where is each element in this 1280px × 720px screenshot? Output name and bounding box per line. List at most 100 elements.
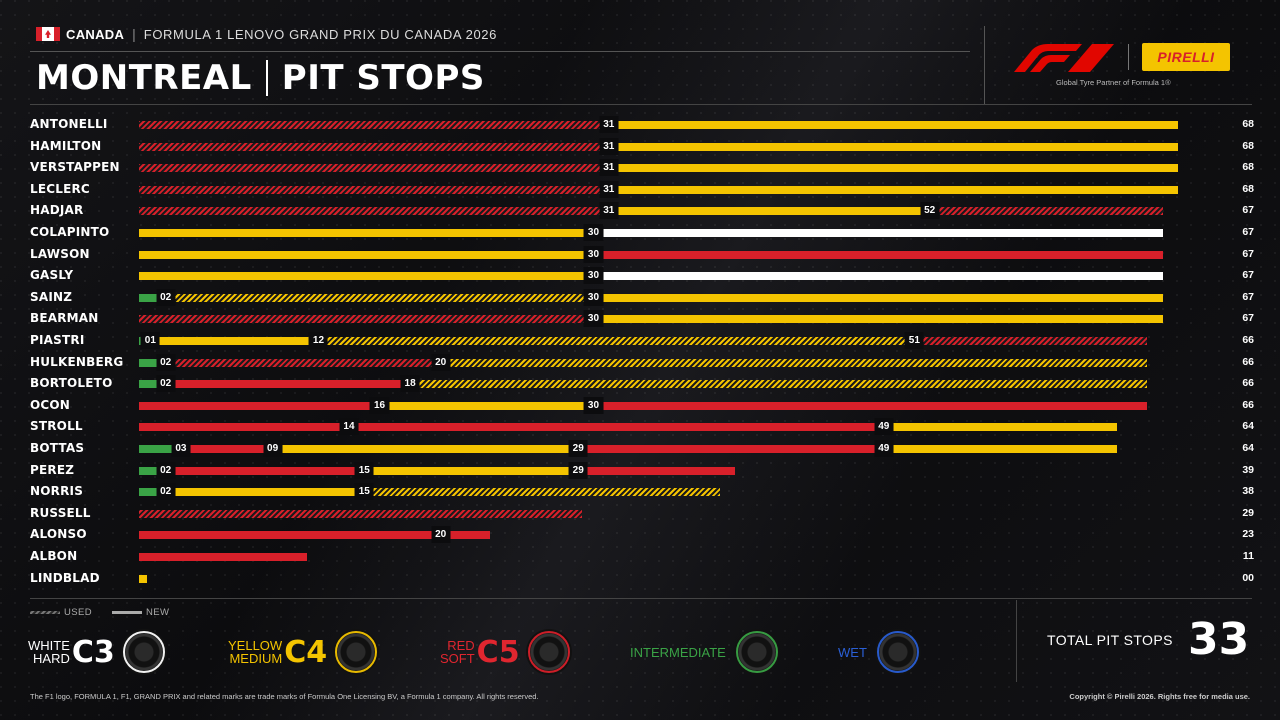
canada-flag-icon [36, 27, 60, 41]
driver-row: PEREZ 02 15 29 39 [0, 460, 1280, 482]
driver-row: BEARMAN 30 67 [0, 308, 1280, 330]
stint-bar [139, 207, 613, 216]
country-label: CANADA [66, 26, 125, 42]
legend-hard: WHITE HARD C3 [28, 628, 167, 676]
stint-bar [597, 250, 1163, 259]
pit-lap-label: 02 [156, 288, 176, 306]
driver-name: LECLERC [30, 181, 90, 196]
hard-name-line2: HARD [33, 651, 70, 666]
total-laps: 11 [1242, 550, 1254, 562]
medium-name-line1: YELLOW [228, 638, 283, 653]
driver-row: RUSSELL 29 [0, 503, 1280, 525]
pit-lap-label: 15 [354, 461, 374, 479]
used-key-swatch [30, 611, 60, 614]
driver-row: LAWSON 30 67 [0, 244, 1280, 266]
pit-lap-label: 15 [354, 483, 374, 501]
pit-lap-label: 30 [583, 224, 604, 241]
driver-name: COLAPINTO [30, 225, 110, 239]
divider [30, 104, 1252, 105]
driver-row: LECLERC 31 68 [0, 179, 1280, 201]
driver-name: LINDBLAD [30, 570, 100, 585]
stint-bar [184, 445, 277, 453]
total-laps: 23 [1242, 528, 1254, 541]
stint-bar [139, 229, 598, 237]
driver-name: PIASTRI [30, 333, 85, 347]
copyright-notice: Copyright © Pirelli 2026. Rights free fo… [1069, 692, 1250, 701]
stint-bar [887, 423, 1117, 432]
total-laps: 67 [1242, 312, 1254, 325]
hard-name: WHITE HARD [28, 639, 70, 665]
title-city: MONTREAL [36, 58, 252, 98]
total-laps: 67 [1242, 226, 1254, 238]
total-laps: 66 [1242, 355, 1254, 368]
pit-lap-label: 16 [369, 396, 390, 414]
total-laps: 66 [1242, 398, 1254, 411]
stint-bar [612, 142, 1179, 151]
stint-bar [597, 293, 1163, 302]
driver-name: ANTONELLI [30, 117, 108, 131]
soft-name-line1: RED [447, 638, 475, 653]
stint-bar [887, 445, 1117, 453]
driver-name: SAINZ [30, 289, 73, 304]
stint-bar [139, 164, 613, 173]
new-key-swatch [112, 611, 142, 614]
stint-bar [139, 531, 445, 540]
event-line: CANADA | FORMULA 1 LENOVO GRAND PRIX DU … [36, 24, 497, 44]
stint-bar [414, 380, 1148, 389]
driver-name: HADJAR [30, 203, 84, 218]
driver-name: PEREZ [30, 462, 75, 477]
legend-used-label: USED [64, 607, 92, 618]
pirelli-wordmark: PIRELLI [1157, 49, 1215, 65]
total-laps: 00 [1242, 571, 1254, 584]
stint-bar [139, 250, 598, 259]
stint-bar [139, 423, 353, 432]
stint-bar [612, 185, 1179, 194]
legend-new-label: NEW [146, 607, 170, 618]
total-laps: 64 [1242, 442, 1254, 454]
total-laps: 67 [1242, 269, 1254, 282]
legend-intermediate: INTERMEDIATE [630, 628, 780, 676]
total-laps: 67 [1242, 204, 1254, 217]
stint-bar [322, 337, 919, 345]
driver-row: BOTTAS 03 09 29 49 64 [0, 438, 1280, 460]
driver-row: SAINZ 02 30 67 [0, 287, 1280, 309]
total-pit-stops-value: 33 [1188, 614, 1250, 665]
hard-name-line1: WHITE [28, 638, 70, 653]
total-laps: 66 [1242, 377, 1254, 390]
partner-caption: Global Tyre Partner of Formula 1® [1056, 78, 1171, 87]
stint-bar [918, 337, 1148, 345]
stint-bar [139, 574, 147, 583]
medium-name: YELLOW MEDIUM [228, 639, 282, 665]
stint-bar [139, 488, 170, 497]
header: CANADA | FORMULA 1 LENOVO GRAND PRIX DU … [0, 0, 1280, 105]
medium-name-line2: MEDIUM [229, 651, 283, 666]
stint-bar [139, 293, 170, 302]
f1-logo-icon [1014, 44, 1114, 72]
stint-bar [612, 121, 1179, 129]
legend-used: USED [30, 607, 92, 618]
pit-lap-label: 29 [568, 440, 588, 457]
stint-bar [597, 315, 1163, 324]
pit-lap-label: 18 [400, 375, 420, 393]
brand-divider [1128, 44, 1129, 70]
driver-row: LINDBLAD 00 [0, 568, 1280, 590]
stint-bar [139, 272, 598, 281]
title-divider [265, 60, 268, 96]
driver-row: ALBON 11 [0, 546, 1280, 568]
total-laps: 38 [1242, 485, 1254, 498]
total-laps: 67 [1242, 247, 1254, 260]
soft-code: C5 [476, 634, 520, 670]
pit-lap-label: 30 [583, 245, 604, 263]
stint-bar [169, 380, 415, 389]
divider [30, 598, 1252, 599]
legend-medium: YELLOW MEDIUM C4 [228, 628, 380, 676]
stint-bar [139, 380, 170, 389]
pit-lap-label: 20 [431, 526, 451, 544]
driver-row: HAMILTON 31 68 [0, 136, 1280, 158]
driver-row: ANTONELLI 31 68 [0, 114, 1280, 136]
stint-bar [169, 293, 598, 302]
stint-bar [139, 401, 384, 410]
stint-bar [612, 207, 934, 216]
stint-bar [597, 401, 1148, 410]
stint-bar [933, 207, 1163, 216]
